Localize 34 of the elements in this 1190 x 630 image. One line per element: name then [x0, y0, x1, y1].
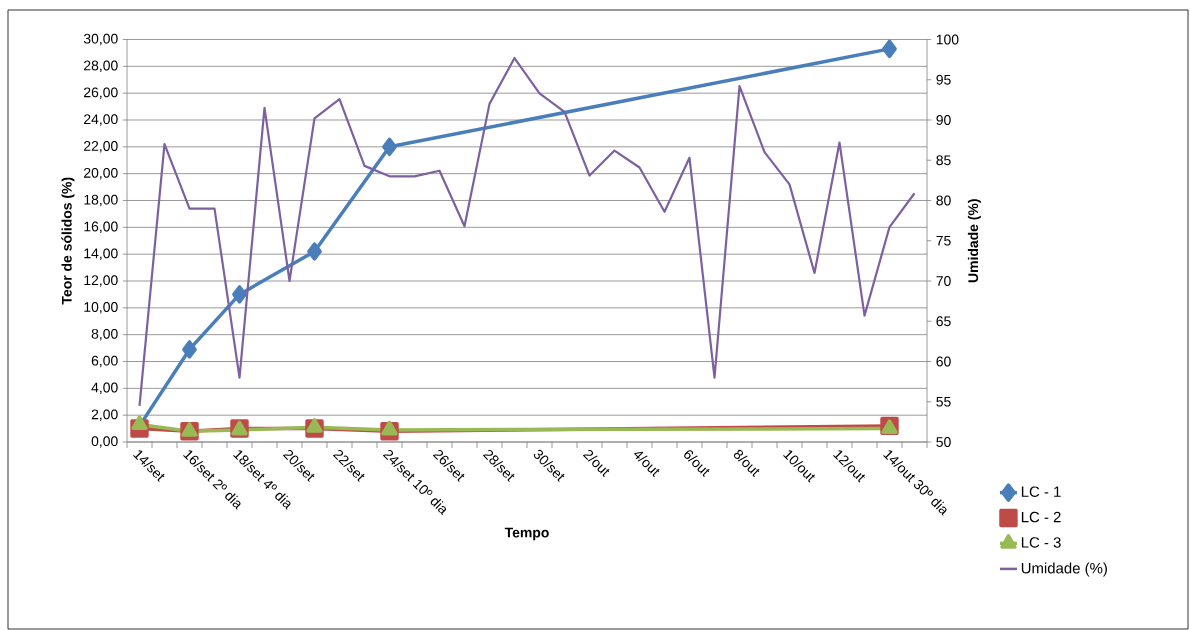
- y2-axis-title: Umidade (%): [967, 199, 981, 283]
- y-tick-label: 22,00: [84, 141, 118, 153]
- y-tick-label: 26,00: [84, 87, 118, 99]
- y-tick-label: 12,00: [84, 275, 118, 287]
- y-tick-label: 0,00: [91, 436, 118, 448]
- y-tick-label: 10,00: [84, 302, 118, 314]
- y-tick-label: 4,00: [91, 382, 118, 395]
- y2-tick-label: 50: [936, 437, 951, 447]
- y-tick-label: 30,00: [83, 33, 118, 46]
- y2-tick-label: 90: [936, 115, 951, 125]
- y-tick-label: 2,00: [91, 409, 118, 421]
- y2-tick-label: 95: [936, 74, 951, 85]
- y2-tick-label: 60: [936, 356, 951, 367]
- y2-tick-label: 65: [936, 316, 951, 327]
- y-axis-title: Teor de sólidos (%): [61, 177, 75, 305]
- legend-label: Umidade (%): [1021, 562, 1107, 577]
- legend-label: LC - 2: [1021, 511, 1061, 523]
- legend-label: LC - 3: [1021, 537, 1061, 548]
- y2-tick-label: 75: [936, 235, 951, 246]
- y-tick-label: 28,00: [84, 60, 118, 73]
- y-tick-label: 16,00: [84, 221, 118, 234]
- y2-tick-label: 85: [936, 155, 951, 166]
- y-tick-label: 8,00: [91, 328, 118, 341]
- y-tick-label: 24,00: [84, 114, 118, 126]
- y-tick-label: 18,00: [84, 194, 118, 207]
- y2-tick-label: 100: [936, 34, 959, 45]
- x-axis-title: Tempo: [504, 527, 549, 541]
- y-tick-label: 20,00: [84, 167, 118, 180]
- y2-tick-label: 80: [936, 195, 951, 206]
- y2-tick-label: 70: [936, 276, 951, 286]
- y-tick-label: 14,00: [84, 248, 118, 260]
- legend-label: LC - 1: [1021, 486, 1061, 498]
- y2-tick-label: 55: [936, 396, 951, 407]
- y-tick-label: 6,00: [91, 355, 118, 368]
